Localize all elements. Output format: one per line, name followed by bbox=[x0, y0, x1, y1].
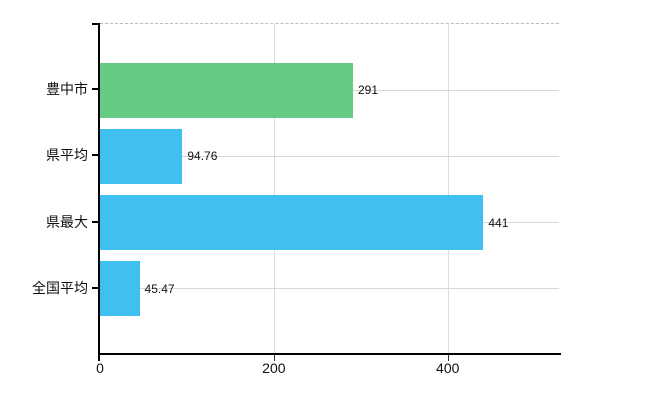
plot-area: 291 94.76 441 45.47 bbox=[100, 23, 559, 355]
y-tick bbox=[92, 286, 99, 289]
y-axis-line bbox=[98, 23, 100, 361]
y-axis-label: 全国平均 bbox=[32, 279, 88, 296]
x-axis-tick-label: 0 bbox=[96, 360, 104, 376]
bar-3 bbox=[100, 261, 140, 317]
x-gridline bbox=[273, 24, 275, 355]
bar-value-label: 441 bbox=[488, 215, 509, 230]
x-axis-line bbox=[98, 353, 561, 355]
y-axis-label: 県平均 bbox=[46, 147, 88, 164]
bar-2 bbox=[100, 195, 484, 251]
bar-value-label: 291 bbox=[357, 83, 378, 98]
y-axis-top-tick bbox=[92, 23, 99, 25]
y-axis-label: 豊中市 bbox=[46, 81, 88, 98]
x-axis-tick-label: 200 bbox=[262, 360, 286, 376]
bar-1 bbox=[100, 128, 183, 184]
y-tick bbox=[92, 88, 99, 91]
y-tick bbox=[92, 154, 99, 157]
bar-value-label: 45.47 bbox=[144, 281, 175, 296]
y-tick bbox=[92, 220, 99, 223]
x-gridline bbox=[447, 24, 449, 355]
bar-value-label: 94.76 bbox=[187, 149, 218, 164]
y-gridline bbox=[100, 155, 559, 157]
x-axis-tick-label: 400 bbox=[436, 360, 460, 376]
x-tick bbox=[273, 355, 275, 361]
y-gridline bbox=[100, 288, 559, 290]
y-axis-label: 県最大 bbox=[46, 213, 88, 230]
x-tick bbox=[447, 355, 449, 361]
bar-0 bbox=[100, 62, 353, 118]
